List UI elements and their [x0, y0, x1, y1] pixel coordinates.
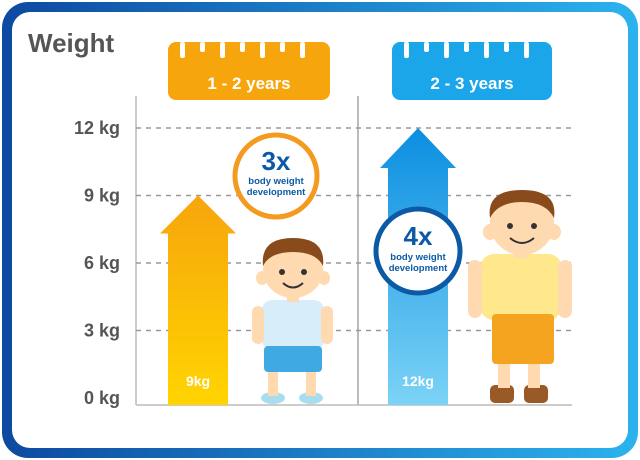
ruler-icon-left: [168, 42, 330, 100]
child-icon-large: [468, 190, 572, 403]
inner-panel: [12, 12, 628, 448]
bar-value-label: 9kg: [186, 373, 210, 389]
y-tick-labels: 0 kg 3 kg 6 kg 9 kg 12 kg: [74, 118, 120, 408]
y-tick-label: 6 kg: [84, 253, 120, 273]
badge-caption-line2: development: [389, 263, 448, 274]
arrow-icon-bar-1: [160, 195, 236, 405]
y-tick-label: 12 kg: [74, 118, 120, 138]
badge-3x: 3x body weight development: [232, 132, 320, 220]
badge-caption-line2: development: [247, 187, 306, 198]
badge-multiplier: 3x: [262, 146, 291, 176]
y-tick-label: 0 kg: [84, 388, 120, 408]
bar-value-label: 12kg: [402, 373, 434, 389]
y-tick-label: 3 kg: [84, 321, 120, 341]
category-label-1: 1 - 2 years: [207, 74, 290, 93]
badge-caption-line1: body weight: [390, 252, 446, 263]
badge-multiplier: 4x: [404, 221, 433, 251]
badge-4x: 4x body weight development: [373, 206, 463, 296]
y-tick-label: 9 kg: [84, 186, 120, 206]
category-label-2: 2 - 3 years: [430, 74, 513, 93]
child-icon-small: [252, 238, 333, 404]
ruler-icon-right: [392, 42, 552, 100]
chart-title: Weight: [28, 28, 115, 58]
badge-caption-line1: body weight: [248, 176, 304, 187]
